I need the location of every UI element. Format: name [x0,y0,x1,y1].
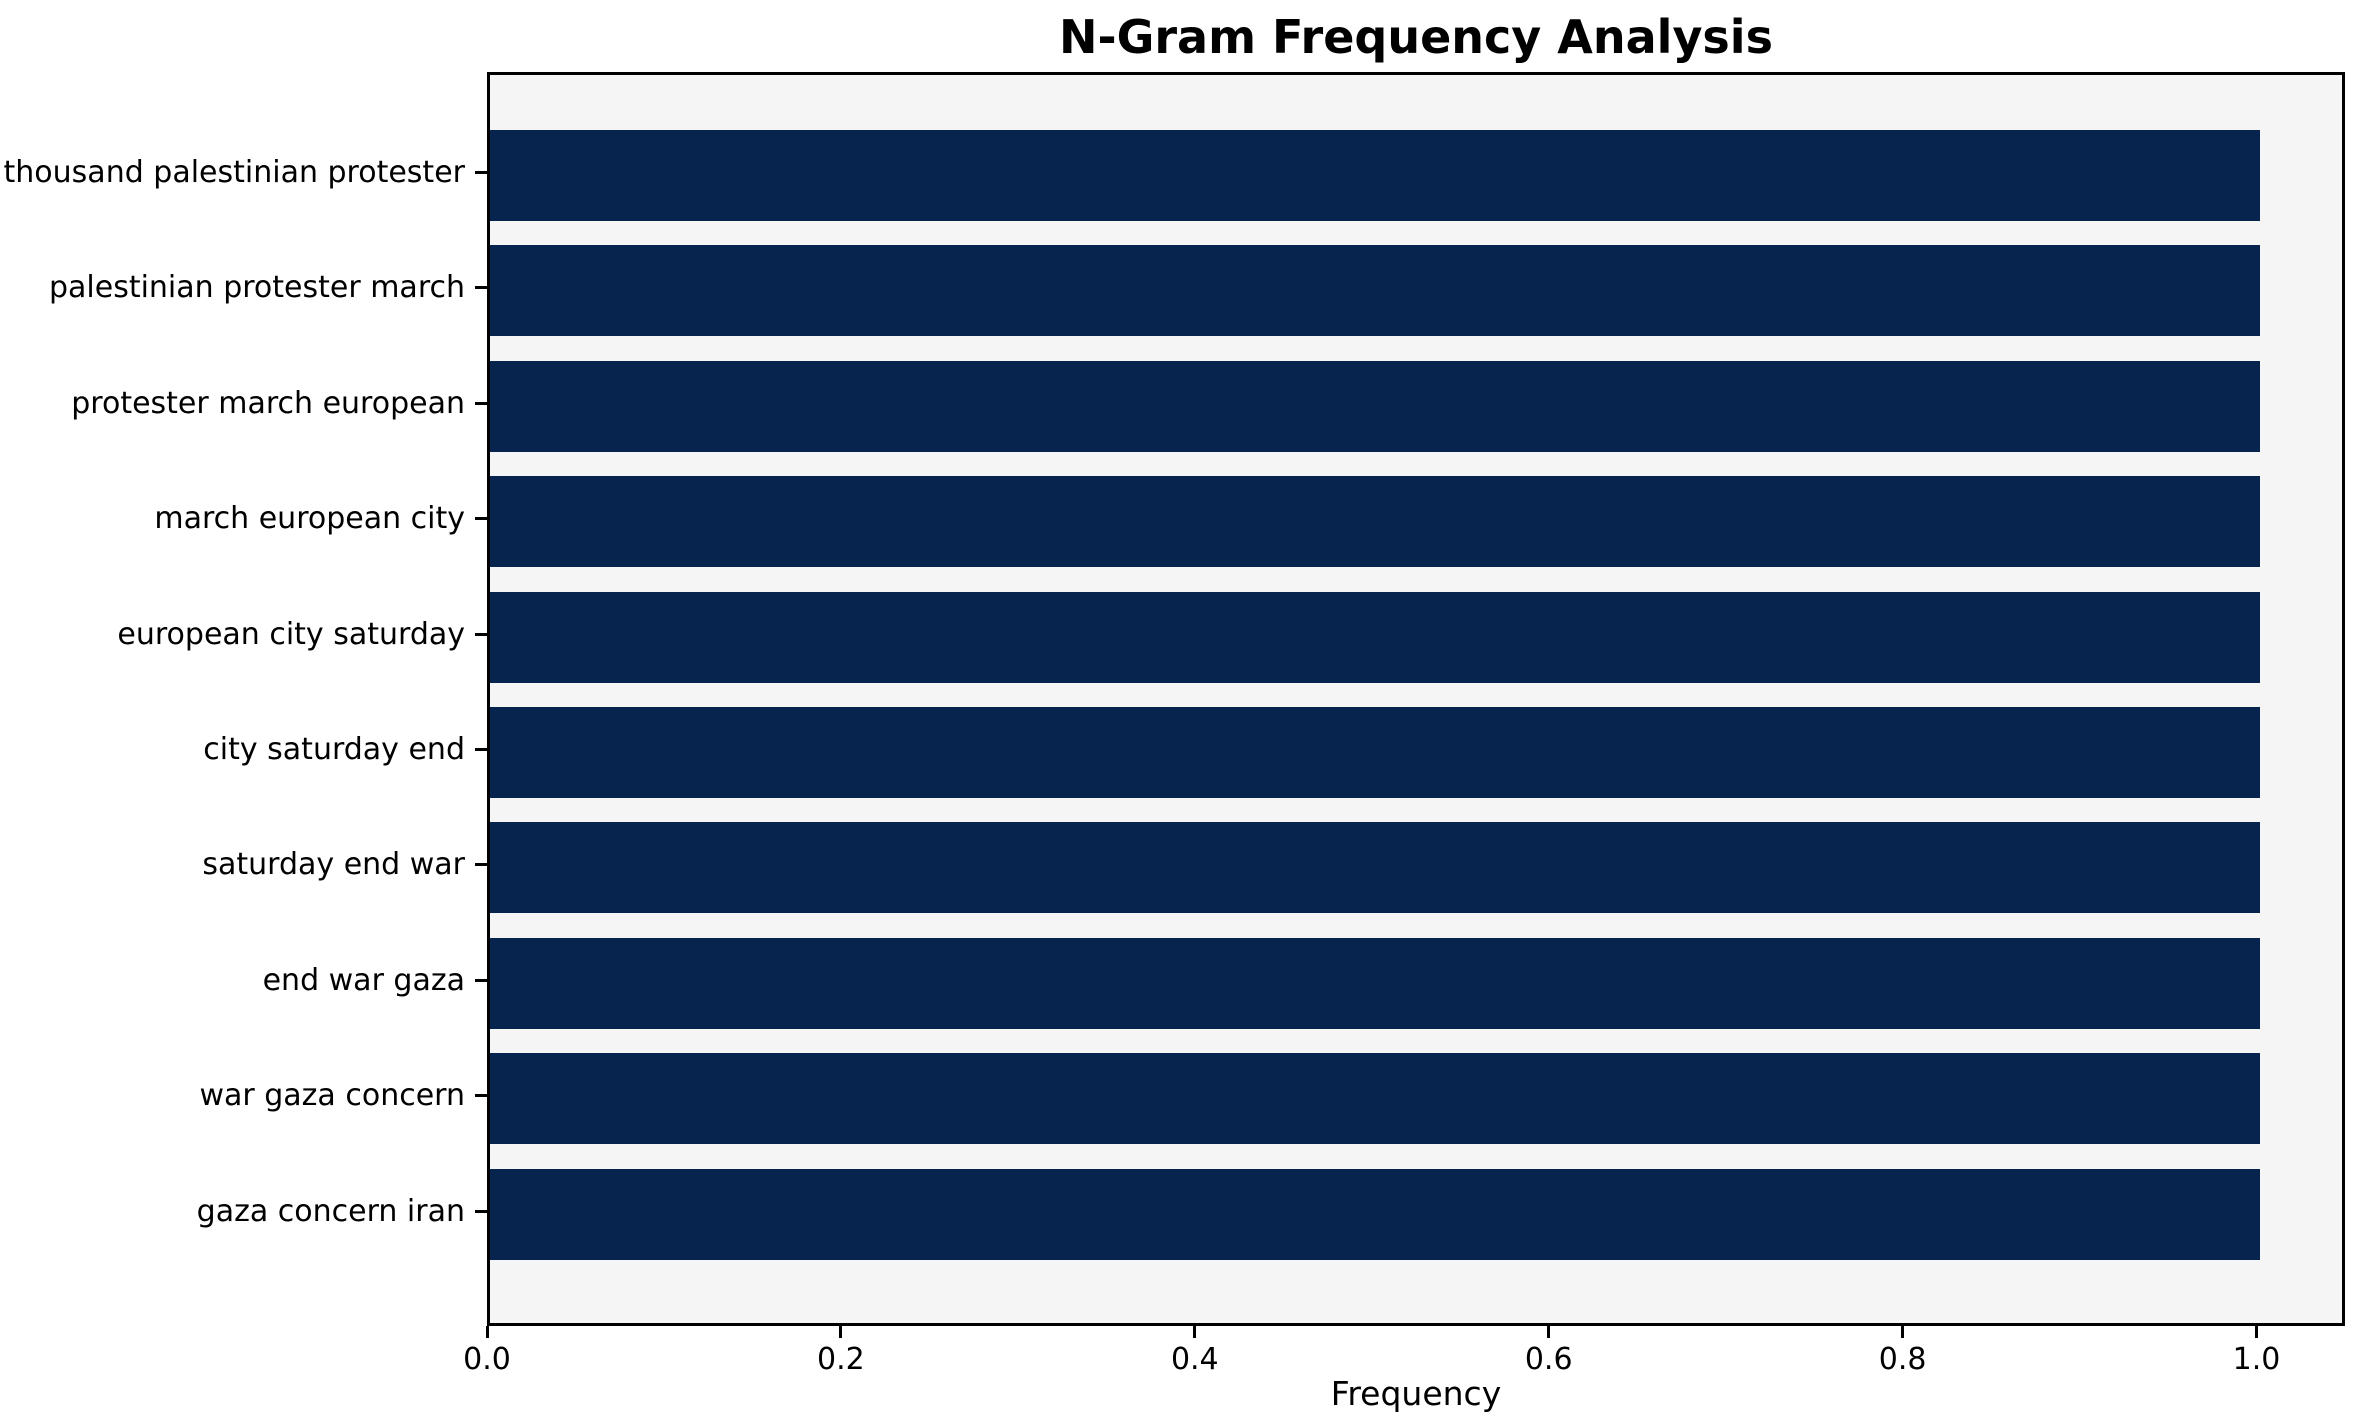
chart-title: N-Gram Frequency Analysis [1059,10,1773,64]
x-tick-label: 0.4 [1170,1342,1219,1377]
y-tick-label: european city saturday [117,616,465,652]
bar [490,245,2260,337]
x-tick-label: 1.0 [2232,1342,2281,1377]
x-tick-mark [1193,1326,1197,1338]
y-tick-mark [475,1094,487,1098]
x-tick-mark [839,1326,843,1338]
y-tick-mark [475,978,487,982]
plot-area [487,72,2345,1326]
x-tick-label: 0.6 [1524,1342,1573,1377]
bar [490,360,2260,452]
y-tick-label: palestinian protester march [48,270,465,306]
y-tick-mark [475,401,487,405]
bar [490,476,2260,568]
y-tick-label: gaza concern iran [196,1193,465,1229]
bar [490,1053,2260,1145]
y-tick-mark [475,863,487,867]
x-axis-title: Frequency [1330,1374,1502,1413]
y-tick-mark [475,632,487,636]
x-tick-mark [1547,1326,1551,1338]
bar [490,1168,2260,1260]
y-tick-mark [475,748,487,751]
y-tick-mark [475,517,487,521]
x-tick-label: 0.2 [817,1342,865,1377]
x-tick-mark [1901,1326,1905,1338]
y-tick-label: war gaza concern [199,1078,465,1114]
y-tick-mark [475,286,487,290]
y-tick-label: march european city [154,501,465,537]
y-tick-label: city saturday end [203,732,465,767]
x-tick-mark [2255,1326,2259,1338]
y-tick-mark [475,171,487,174]
x-tick-label: 0.8 [1878,1342,1927,1377]
bar [490,707,2260,798]
y-tick-label: thousand palestinian protester [3,155,465,190]
x-tick-label: 0.0 [463,1342,511,1377]
y-tick-mark [475,1209,487,1213]
y-tick-label: end war gaza [262,962,465,998]
y-tick-label: protester march european [71,385,465,421]
y-tick-label: saturday end war [202,847,465,883]
x-tick-mark [485,1326,489,1338]
bar [490,591,2260,683]
bar [490,130,2260,221]
bar [490,822,2260,914]
bar [490,937,2260,1029]
